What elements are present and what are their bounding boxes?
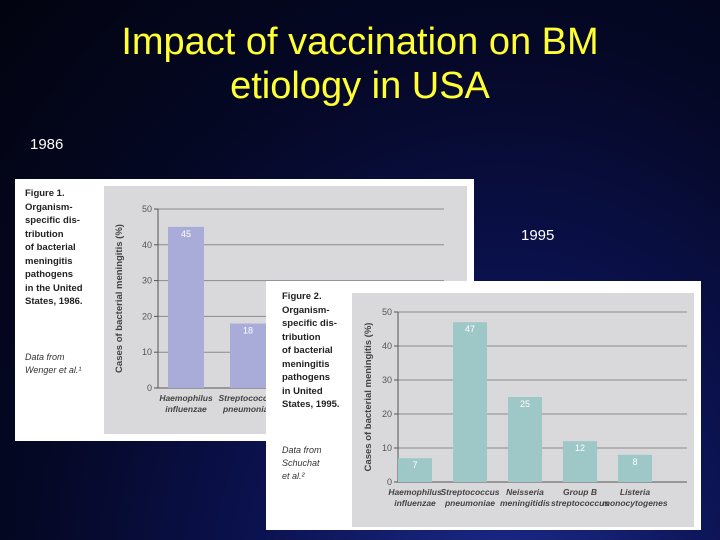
- y-tick-label: 30: [382, 375, 392, 385]
- data-label: 12: [575, 443, 585, 453]
- figure-1-source: Data from Wenger et al.¹: [25, 351, 81, 377]
- category-label: Neisseria: [506, 487, 544, 497]
- caption-line: tribution: [25, 228, 64, 240]
- category-label: Streptococcus: [440, 487, 499, 497]
- y-tick-label: 30: [142, 276, 152, 286]
- data-label: 45: [181, 229, 191, 239]
- category-label: monocytogenes: [602, 498, 667, 508]
- category-label: Haemophilus: [388, 487, 442, 497]
- figure-2-caption: Figure 2. Organism- specific dis- tribut…: [282, 290, 340, 412]
- source-line: Data from: [25, 352, 65, 362]
- data-label: 25: [520, 399, 530, 409]
- slide-title-line-1: Impact of vaccination on BM: [121, 21, 599, 63]
- figure-1-caption: Figure 1. Organism- specific dis- tribut…: [25, 187, 83, 309]
- figure-2-source: Data from Schuchat et al.²: [282, 444, 322, 483]
- slide-title-line-2: etiology in USA: [230, 65, 490, 107]
- caption-line: Figure 1.: [25, 188, 65, 199]
- caption-line: Figure 2.: [282, 291, 322, 302]
- category-label: streptococcus: [551, 498, 609, 508]
- category-label: Group B: [563, 487, 597, 497]
- data-label: 18: [243, 326, 253, 336]
- category-label: pneumoniae: [444, 498, 495, 508]
- y-tick-label: 20: [142, 311, 152, 321]
- y-tick-label: 20: [382, 409, 392, 419]
- y-tick-label: 40: [382, 341, 392, 351]
- year-label-1995: 1995: [521, 227, 555, 244]
- caption-line: in the United: [25, 282, 83, 294]
- y-tick-label: 10: [382, 443, 392, 453]
- caption-line: States, 1986.: [25, 296, 83, 307]
- caption-line: of bacterial: [25, 242, 76, 253]
- bar: [168, 226, 204, 388]
- category-label: meningitidis: [500, 498, 550, 508]
- year-label-1986: 1986: [30, 136, 64, 153]
- source-line: Wenger et al.¹: [25, 365, 82, 375]
- category-label: Listeria: [620, 487, 651, 497]
- caption-line: Organism-: [25, 201, 73, 213]
- slide-title: Impact of vaccination on BM etiology in …: [40, 20, 680, 108]
- caption-line: specific dis-: [282, 318, 337, 329]
- caption-line: meningitis: [25, 255, 73, 267]
- bar: [508, 397, 542, 482]
- category-label: influenzae: [165, 404, 207, 414]
- y-tick-label: 40: [142, 240, 152, 250]
- caption-line: States, 1995.: [282, 399, 340, 410]
- bar: [563, 441, 597, 482]
- y-tick-label: 50: [382, 307, 392, 317]
- bar: [230, 323, 266, 388]
- source-line: Schuchat: [282, 458, 320, 468]
- caption-line: pathogens: [282, 372, 331, 383]
- data-label: 47: [465, 324, 475, 334]
- y-tick-label: 50: [142, 204, 152, 214]
- caption-line: specific dis-: [25, 215, 80, 226]
- caption-line: pathogens: [25, 269, 74, 280]
- caption-line: tribution: [282, 331, 321, 343]
- bar: [398, 458, 432, 482]
- source-line: et al.²: [282, 471, 305, 481]
- caption-line: of bacterial: [282, 345, 333, 356]
- bar: [618, 454, 652, 482]
- y-axis-label: Cases of bacterial meningitis (%): [363, 323, 374, 472]
- chart-panel-1995: 0 10 20 30 40 50 Cases of bacterial meningitis…: [352, 293, 694, 527]
- category-label: Streptococcus: [218, 393, 277, 403]
- y-axis-label: Cases of bacterial meningitis (%): [114, 224, 125, 373]
- caption-line: in United: [282, 385, 323, 397]
- data-label: 8: [632, 457, 637, 467]
- bar: [453, 322, 487, 482]
- source-line: Data from: [282, 445, 322, 455]
- category-label: Haemophilus: [159, 393, 213, 403]
- caption-line: meningitis: [282, 358, 330, 370]
- bar-chart-1995: 0 10 20 30 40 50 Cases of bacterial meningitis…: [363, 307, 687, 508]
- category-label: pneumoniae: [222, 404, 273, 414]
- figure-1995: Figure 2. Organism- specific dis- tribut…: [266, 281, 701, 530]
- data-label: 7: [412, 460, 417, 470]
- caption-line: Organism-: [282, 304, 330, 316]
- y-tick-label: 10: [142, 347, 152, 357]
- y-tick-label: 0: [387, 477, 392, 487]
- y-tick-label: 0: [147, 383, 152, 393]
- category-label: influenzae: [394, 498, 436, 508]
